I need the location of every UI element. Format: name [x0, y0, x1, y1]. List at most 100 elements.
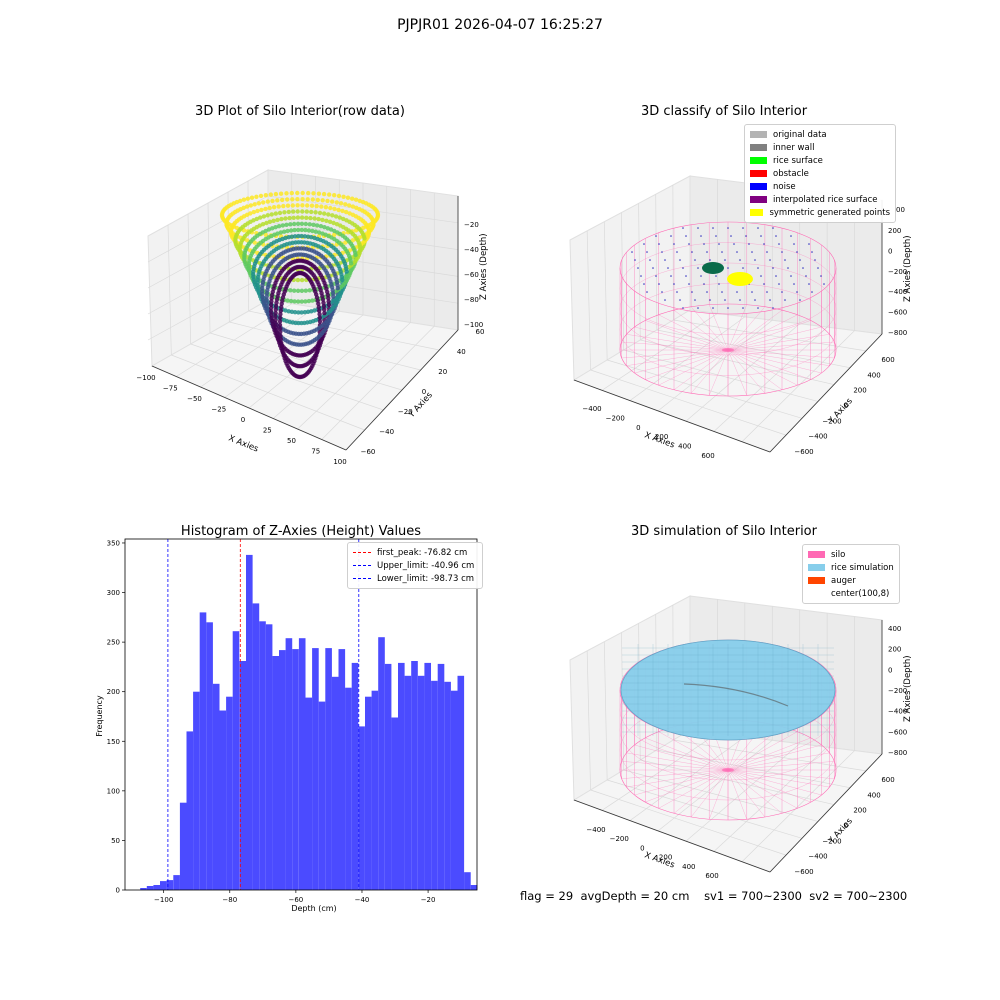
histogram-bar [160, 881, 167, 890]
legend-swatch [808, 577, 825, 584]
raw-y-tick-label: −40 [379, 428, 394, 436]
histogram-bar [398, 662, 405, 890]
legend-item: inner wall [750, 141, 890, 154]
simulation-left-pane [569, 595, 691, 801]
raw-y-tick-label: −60 [361, 448, 376, 456]
classify-x-tick-label: 400 [678, 443, 691, 451]
simulation-grid [586, 599, 867, 862]
simulation-z-tick-label: −600 [888, 728, 907, 736]
classify-silo-wireframe [619, 221, 837, 397]
legend-swatch [750, 183, 767, 190]
legend-label: Upper_limit: -40.96 cm [377, 560, 475, 571]
legend-label: interpolated rice surface [773, 194, 878, 205]
histogram-bar [179, 802, 187, 890]
raw-x-axis-line [151, 365, 347, 451]
histogram-bar [232, 631, 240, 890]
raw-x-tick-label: 0 [241, 416, 245, 424]
simulation-y-tick-label: −400 [808, 853, 827, 861]
raw-z-tick-label: −60 [464, 271, 479, 279]
legend-label: inner wall [773, 142, 815, 153]
histogram-bar [285, 638, 293, 890]
status-line: flag = 29 avgDepth = 20 cm sv1 = 700~230… [520, 889, 907, 903]
classify-floor-pane [572, 309, 884, 453]
histogram-bar [450, 690, 458, 890]
y-tick-label: 300 [107, 589, 120, 597]
raw-z-tick-label: −20 [464, 221, 479, 229]
raw-y-tick-label: 0 [422, 388, 426, 396]
raw-z-label: Z Axies (Depth) [479, 233, 489, 300]
histogram-bar [173, 875, 180, 890]
histogram-x-label: Depth (cm) [291, 904, 336, 913]
raw-z-tick-label: −40 [464, 246, 479, 254]
legend-item: first_peak: -76.82 cm [353, 546, 477, 559]
classify-z-tick-label: −200 [888, 268, 907, 276]
classify-z-tick-label: −400 [888, 288, 907, 296]
classify-y-tick-label: −600 [794, 448, 813, 456]
legend-item: rice surface [750, 154, 890, 167]
histogram-bar [193, 691, 200, 890]
raw-x-tick-label: 50 [287, 437, 296, 445]
histogram-bar [365, 696, 372, 890]
classify-x-label: X Axies [643, 430, 676, 450]
classify-x-tick-label: −200 [606, 414, 625, 422]
raw-plot-title: 3D Plot of Silo Interior(row data) [195, 104, 405, 119]
legend-swatch [750, 157, 767, 164]
simulation-z-tick-label: −800 [888, 749, 907, 757]
histogram-bar [166, 880, 174, 890]
classify-x-tick-label: 600 [701, 452, 714, 460]
histogram-bar [312, 648, 319, 890]
histogram-frame [124, 538, 478, 891]
y-tick-label: 150 [107, 738, 120, 746]
histogram-bar [338, 649, 346, 890]
legend-item: obstacle [750, 167, 890, 180]
histogram-bar [431, 680, 438, 890]
histogram-bar [140, 888, 147, 890]
figure-title: PJPJR01 2026-04-07 16:25:27 [397, 17, 603, 33]
simulation-x-tick-label: −400 [586, 826, 605, 834]
raw-x-tick-label: −100 [136, 374, 155, 382]
classify-left-pane [569, 175, 691, 381]
classify-y-tick-label: 0 [844, 402, 848, 410]
simulation-x-tick-label: 200 [659, 854, 672, 862]
histogram-bar [470, 885, 478, 890]
legend-item: symmetric generated points [750, 206, 890, 219]
histogram-bar [411, 661, 418, 890]
histogram-bar [351, 662, 359, 890]
histogram-bar [404, 675, 412, 890]
raw-left-pane [147, 169, 269, 367]
histogram-bar [318, 701, 326, 890]
histogram-bar [331, 676, 339, 890]
classify-x-tick-label: 0 [636, 424, 640, 432]
legend-item: noise [750, 180, 890, 193]
histogram-bar [292, 649, 299, 890]
classify-plot-title: 3D classify of Silo Interior [640, 104, 808, 119]
legend-item: auger [808, 574, 894, 587]
histogram-bar [391, 717, 399, 890]
raw-y-label: Y Axies [406, 390, 435, 421]
histogram-bar [206, 622, 213, 890]
histogram-bar [212, 683, 220, 890]
histogram-bar [279, 650, 286, 890]
histogram-bar [146, 886, 154, 890]
simulation-legend: silo rice simulation auger center(100,8) [802, 544, 900, 604]
y-tick-label: 350 [107, 539, 120, 547]
simulation-y-label: Y Axies [826, 816, 855, 847]
simulation-y-tick-label: 200 [853, 807, 866, 815]
raw-y-tick-label: 60 [476, 328, 485, 336]
histogram-bar [219, 710, 227, 890]
legend-label: auger [831, 575, 856, 586]
histogram-bar [424, 662, 432, 890]
sv2-value: sv2 = 700~2300 [809, 889, 908, 903]
histogram-bar [252, 603, 260, 890]
simulation-x-label: X Axies [643, 850, 676, 870]
histogram-reference-lines [167, 539, 360, 890]
raw-back-pane [267, 169, 459, 331]
histogram-bar [345, 687, 352, 890]
simulation-z-tick-label: 200 [888, 646, 901, 654]
histogram-y-label: Frequency [95, 695, 104, 737]
simulation-x-tick-label: 400 [682, 863, 695, 871]
classify-y-tick-label: −400 [808, 433, 827, 441]
flag-value: flag = 29 [520, 889, 574, 903]
legend-swatch [808, 590, 825, 597]
